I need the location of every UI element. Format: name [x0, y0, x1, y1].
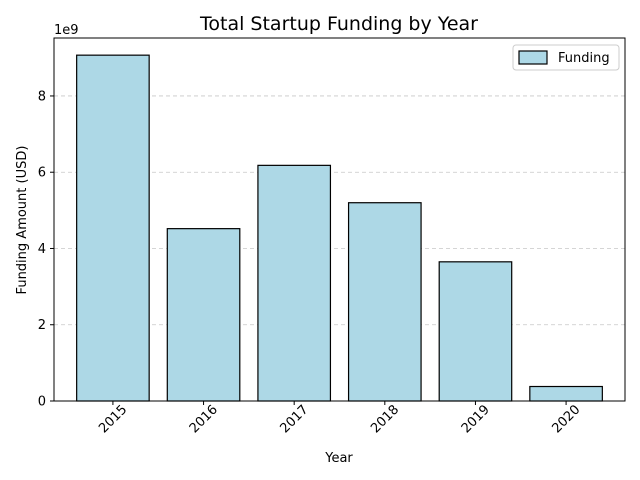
y-tick-label: 2	[38, 318, 46, 333]
legend-label: Funding	[558, 51, 610, 66]
x-tick-label: 2018	[368, 402, 402, 436]
legend-swatch	[518, 50, 548, 65]
y-axis-ticks: 0 2 4 6 8	[38, 89, 54, 410]
y-offset-label: 1e9	[54, 23, 79, 38]
y-tick-label: 8	[38, 89, 46, 104]
x-axis-label: Year	[324, 451, 353, 466]
bar-2020	[529, 385, 603, 402]
x-tick-label: 2017	[278, 402, 312, 436]
bar-2016	[166, 228, 241, 402]
bar-2017	[257, 164, 332, 402]
plot-frame	[53, 37, 626, 402]
y-axis-label: Funding Amount (USD)	[15, 146, 30, 295]
x-axis-ticks: 2015 2016 2017 2018 2019 2020	[96, 401, 583, 436]
y-tick-label: 6	[38, 166, 46, 181]
y-tick-label: 0	[38, 395, 46, 410]
bar-2015	[76, 54, 150, 402]
bar-2019	[438, 261, 513, 402]
y-tick-label: 4	[38, 242, 46, 257]
x-tick-label: 2020	[549, 402, 583, 436]
x-tick-label: 2016	[187, 402, 221, 436]
x-tick-label: 2019	[459, 402, 493, 436]
chart-title: Total Startup Funding by Year	[199, 13, 478, 35]
bars	[76, 54, 603, 402]
x-tick-label: 2015	[96, 402, 130, 436]
legend: Funding	[512, 44, 620, 71]
bar-2018	[347, 202, 422, 402]
